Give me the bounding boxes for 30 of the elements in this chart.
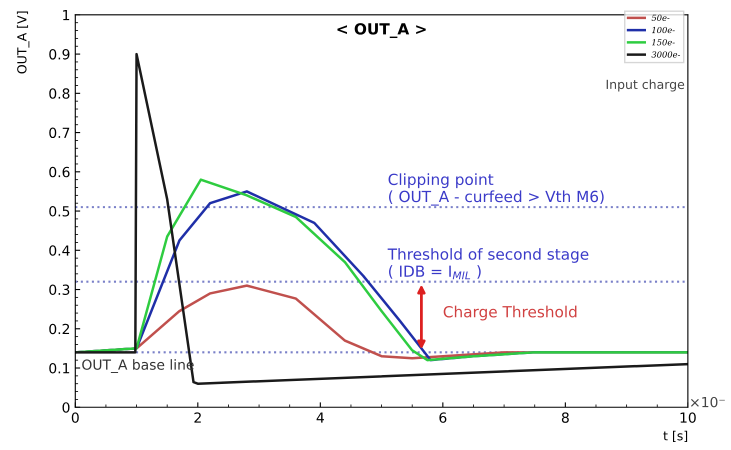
legend-label: 150e-	[652, 39, 675, 46]
x-tick-label: 8	[562, 412, 569, 423]
legend-label: 3000e-	[652, 51, 680, 58]
x-tick-label: 6	[439, 412, 446, 423]
line-series	[75, 52, 688, 385]
y-tick-label: 0.9	[49, 49, 70, 60]
y-axis-title: OUT_A [V]	[16, 12, 30, 74]
x-axis-title: t [s]	[663, 430, 688, 442]
y-tick-label: 0.3	[49, 284, 70, 296]
y-tick-label: 0.6	[49, 166, 70, 178]
x-tick-label: 2	[194, 412, 201, 423]
x-tick-label: 4	[316, 412, 324, 423]
y-tick-label: 0	[62, 402, 70, 413]
x-tick-label: 0	[72, 412, 79, 423]
y-tick-label: 1	[63, 10, 70, 20]
y-tick-label: 0.5	[49, 206, 70, 217]
y-tick-label: 0.4	[49, 245, 70, 256]
y-tick-label: 0.2	[49, 324, 70, 334]
legend-label: 50e-	[652, 14, 670, 21]
x-tick-label: 10	[680, 412, 696, 423]
annotation: Clipping point ( OUT_A - curfeed > Vth M6)	[388, 173, 604, 206]
annotation: Input charge	[606, 79, 684, 92]
text: < OUT_A >	[337, 23, 426, 38]
annotation: Charge Threshold	[444, 306, 576, 320]
text: ×10⁻	[691, 396, 725, 408]
y-tick-label: 0.8	[49, 88, 70, 99]
y-tick-label: 0.1	[49, 362, 70, 374]
legend-label: 100e-	[652, 26, 675, 34]
y-tick-label: 0.7	[49, 128, 70, 138]
annotation: Threshold of second stage ( IDB = I$_{MIL}$ )	[388, 248, 588, 280]
